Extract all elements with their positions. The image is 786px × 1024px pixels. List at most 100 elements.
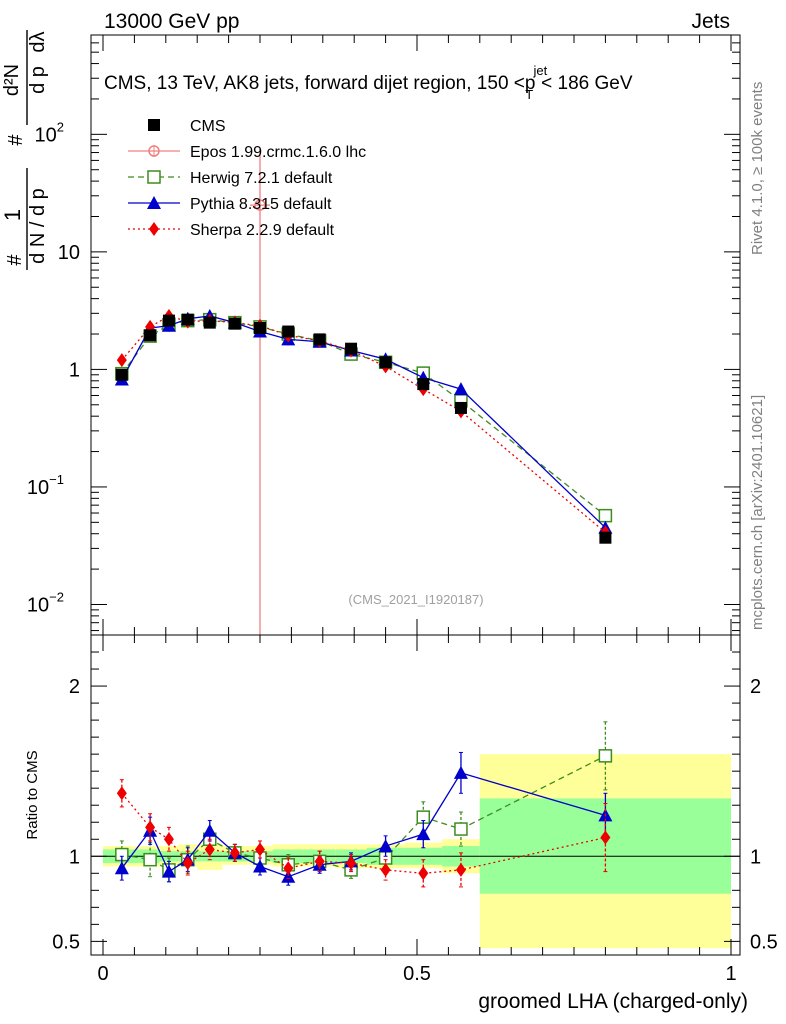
sherpa-ratio-point	[346, 856, 357, 871]
legend-label-cms: CMS	[190, 118, 226, 135]
x-axis-label: groomed LHA (charged-only)	[478, 990, 748, 1013]
title-part: < 186 GeV	[541, 73, 633, 94]
sherpa-ratio-point	[600, 830, 611, 845]
sherpa-ratio-point	[314, 854, 325, 869]
main-series	[114, 149, 613, 635]
x-tick-label: 1	[725, 963, 736, 985]
title-sup: jet	[532, 63, 547, 78]
ratio-x-axis: 0 0.5 1	[97, 635, 737, 985]
sherpa-ratio-point	[145, 820, 156, 835]
y-tick-label: 10	[58, 242, 80, 264]
sherpa-ratio-point	[229, 845, 240, 860]
sherpa-ratio-point	[283, 861, 294, 876]
y-tick-label-right: 1	[750, 846, 761, 868]
herwig-point	[598, 508, 613, 523]
y-tick-exponent: −1	[49, 472, 64, 487]
pythia-ratio-point	[281, 869, 296, 883]
mcplots-label: mcplots.cern.ch [arXiv:2401.10621]	[749, 395, 766, 630]
cms-point	[203, 316, 216, 329]
main-y-axis: 10−2 10−1 1 10 102	[27, 34, 740, 632]
pythia-point	[453, 382, 468, 396]
cms-point	[313, 333, 326, 346]
pythia-ratio-line	[121, 772, 606, 878]
pythia-ratio-point	[453, 765, 468, 779]
sherpa-ratio-point	[418, 866, 429, 881]
cms-point	[228, 317, 241, 330]
pythia-line	[121, 315, 606, 529]
pythia-ratio-point	[416, 827, 431, 841]
herwig-ratio-point	[598, 749, 613, 763]
legend-marker-cms	[148, 119, 160, 131]
sherpa-ratio-point	[116, 786, 127, 801]
main-frame	[90, 34, 741, 636]
ylabel-d2n: d²N	[1, 64, 23, 96]
sherpa-ratio-point	[255, 842, 265, 857]
legend-label-epos: Epos 1.99.crmc.1.6.0 lhc	[190, 144, 366, 161]
sherpa-ratio-point	[455, 862, 466, 877]
herwig-ratio-point	[454, 822, 468, 836]
ratio-y-axis: 0.5 0.5 1 1 2 2	[52, 651, 778, 953]
y-tick-label-right: 2	[750, 676, 761, 698]
y-tick-label: 2	[69, 676, 80, 698]
legend-label-pythia: Pythia 8.315 default	[190, 196, 332, 213]
title-part: CMS, 13 TeV, AK8 jets, forward dijet reg…	[104, 73, 525, 94]
header-jets: Jets	[691, 10, 730, 33]
ratio-frame	[90, 634, 741, 956]
cms-point	[254, 322, 266, 335]
title-sub: T	[525, 87, 533, 102]
y-tick-exponent: 2	[57, 119, 64, 134]
y-tick-label: 102	[35, 119, 64, 146]
y-tick-exponent: −2	[49, 589, 64, 604]
y-tick-label: 1	[69, 846, 80, 868]
legend-label-herwig: Herwig 7.2.1 default	[190, 170, 333, 187]
pythia-ratio-point	[378, 839, 393, 853]
y-tick-label-right: 0.5	[750, 931, 778, 953]
pythia-ratio-point	[114, 861, 129, 875]
y-tick-label: 0.5	[52, 931, 80, 953]
main-x-axis	[102, 35, 732, 635]
legend-label-sherpa: Sherpa 2.2.9 default	[190, 222, 335, 239]
sherpa-point	[116, 353, 127, 368]
rivet-label: Rivet 4.1.0, ≥ 100k events	[749, 82, 766, 255]
pythia-ratio-point	[202, 823, 217, 837]
legend-marker-pythia	[147, 196, 161, 209]
legend-marker-herwig	[147, 170, 161, 184]
sherpa-ratio-point	[380, 862, 391, 877]
cms-point	[115, 368, 128, 381]
watermark: (CMS_2021_I1920187)	[348, 592, 483, 607]
ratio-panel: 0.5 0.51 12 2 0 0.5 1 Ratio to CMS groomed LH…	[24, 634, 778, 1013]
ylabel-hash1: #	[4, 254, 26, 266]
ylabel-dlambda: dλ	[27, 31, 49, 52]
x-tick-label: 0	[97, 963, 108, 985]
cms-point	[379, 356, 392, 369]
title-p: p	[525, 73, 536, 94]
sherpa-ratio-point	[204, 842, 215, 857]
ratio-y-label: Ratio to CMS	[24, 750, 41, 839]
ylabel-dpt: d p	[27, 66, 49, 94]
x-tick-label: 0.5	[403, 963, 431, 985]
pythia-ratio-point	[253, 859, 267, 873]
pythia-ratio-point	[161, 864, 176, 878]
y-tick-label: 10−2	[27, 589, 64, 616]
herwig-line	[121, 319, 606, 517]
header-energy: 13000 GeV pp	[104, 10, 239, 33]
cms-point	[282, 325, 295, 338]
ylabel-hash2: #	[5, 134, 27, 146]
y-tick-label: 10−1	[27, 472, 64, 499]
ylabel-1: 1	[0, 209, 25, 221]
legend-marker-sherpa	[149, 222, 159, 236]
sherpa-ratio-point	[163, 832, 174, 847]
legend: CMS Epos 1.99.crmc.1.6.0 lhc Herwig 7.2.1 …	[128, 118, 366, 239]
cms-point	[144, 329, 157, 342]
cms-point	[345, 342, 358, 355]
cms-point	[417, 378, 430, 391]
sherpa-ratio-point	[182, 856, 193, 871]
ratio-series	[114, 721, 613, 888]
sherpa-line	[121, 315, 606, 533]
y-tick-label: 1	[69, 359, 80, 381]
ylabel-dndp: d N / d p	[27, 188, 49, 264]
herwig-ratio-point	[143, 852, 157, 867]
main-panel: 10−2 10−1 1 10 102 CMS, 13 TeV, AK8 jets, fo…	[0, 30, 741, 636]
